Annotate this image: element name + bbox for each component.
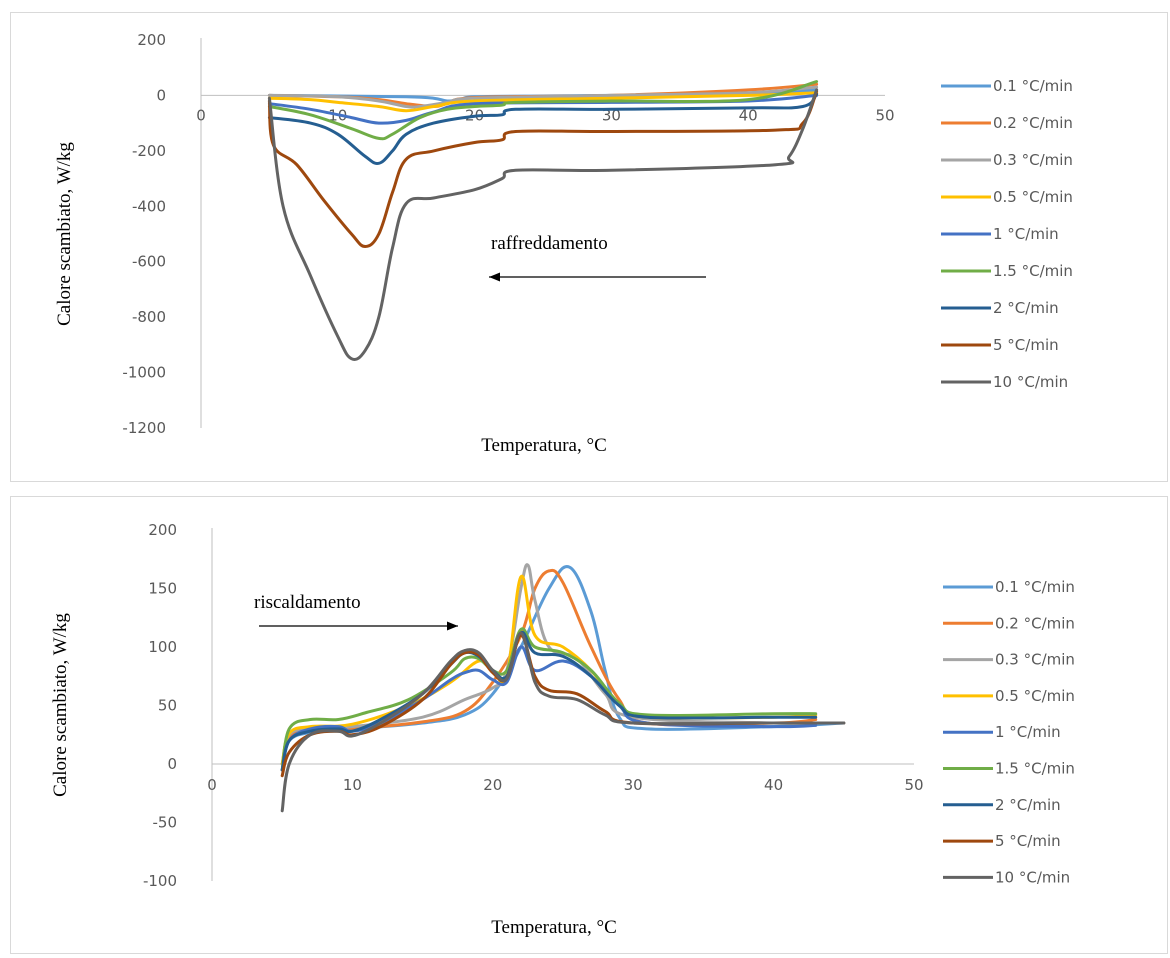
x-tick-label: 0 (207, 776, 217, 794)
legend-label: 0.1 °C/min (993, 77, 1073, 95)
y-tick-label: 200 (137, 31, 166, 49)
annotation-label: raffreddamento (491, 233, 608, 254)
legend-label: 0.1 °C/min (995, 578, 1075, 596)
y-tick-label: -600 (132, 253, 166, 271)
legend-label: 2 °C/min (995, 796, 1061, 814)
legend-label: 0.2 °C/min (993, 114, 1073, 132)
legend-label: 0.2 °C/min (995, 614, 1075, 632)
y-tick-label: -400 (132, 197, 166, 215)
series-line (280, 568, 818, 772)
legend-label: 5 °C/min (993, 336, 1059, 354)
annotation-arrow-head (447, 621, 458, 631)
series-line (267, 88, 819, 362)
y-tick-label: -800 (132, 308, 166, 326)
y-tick-label: -1200 (122, 419, 166, 437)
x-tick-label: 0 (196, 106, 206, 124)
y-axis-title: Calore scambiato, W/kg (50, 613, 71, 797)
chart-panel-heating: 200 150 100 50 0 -50 -100 0 10 20 30 40 50 0.1 °C/min… (10, 496, 1168, 954)
series-line (280, 565, 846, 766)
legend-label: 1.5 °C/min (995, 760, 1075, 778)
x-tick-label: 10 (343, 776, 362, 794)
legend-label: 1 °C/min (995, 723, 1061, 741)
series-line (267, 89, 819, 248)
legend-label: 0.5 °C/min (995, 687, 1075, 705)
heating-chart-svg: 200 150 100 50 0 -50 -100 0 10 20 30 40 50 0.1 °C/min… (50, 521, 1075, 938)
legend-label: 5 °C/min (995, 832, 1061, 850)
series-line (280, 627, 818, 772)
y-tick-label: -1000 (122, 364, 166, 382)
y-tick-label: 50 (158, 697, 177, 715)
legend-label: 10 °C/min (993, 373, 1068, 391)
x-tick-label: 50 (875, 106, 894, 124)
x-tick-label: 40 (764, 776, 783, 794)
y-tick-label: 200 (148, 521, 177, 539)
chart-panel-cooling: 200 0 -200 -400 -600 -800 -1000 -1200 0 10 20 30 40 5… (10, 12, 1168, 482)
y-tick-label: 150 (148, 580, 177, 598)
legend-label: 1.5 °C/min (993, 262, 1073, 280)
x-tick-label: 30 (602, 106, 621, 124)
series-group (267, 80, 819, 362)
annotation-label: riscaldamento (254, 592, 361, 613)
series-line (280, 574, 818, 766)
x-tick-label: 20 (483, 776, 502, 794)
series-line (267, 80, 819, 141)
y-axis-title: Calore scambiato, W/kg (54, 142, 75, 326)
legend-label: 10 °C/min (995, 868, 1070, 886)
legend-label: 2 °C/min (993, 299, 1059, 317)
series-line (267, 91, 819, 113)
x-tick-label: 50 (904, 776, 923, 794)
legend-label: 0.3 °C/min (993, 151, 1073, 169)
y-tick-label: 0 (156, 86, 166, 104)
y-tick-label: 0 (167, 755, 177, 773)
y-tick-label: -100 (143, 872, 177, 890)
x-tick-label: 40 (739, 106, 758, 124)
legend-label: 1 °C/min (993, 225, 1059, 243)
series-line (280, 631, 846, 813)
series-line (267, 92, 819, 165)
legend-label: 0.5 °C/min (993, 188, 1073, 206)
y-tick-label: 100 (148, 638, 177, 656)
x-axis-title: Temperatura, °C (481, 435, 607, 456)
annotation-arrow-head (489, 272, 500, 282)
series-line (280, 645, 818, 772)
x-axis-title: Temperatura, °C (491, 917, 617, 938)
series-group (280, 563, 846, 813)
legend-label: 0.3 °C/min (995, 651, 1075, 669)
series-line (280, 630, 818, 772)
y-tick-label: -200 (132, 142, 166, 160)
y-tick-label: -50 (153, 814, 178, 832)
x-tick-label: 30 (624, 776, 643, 794)
